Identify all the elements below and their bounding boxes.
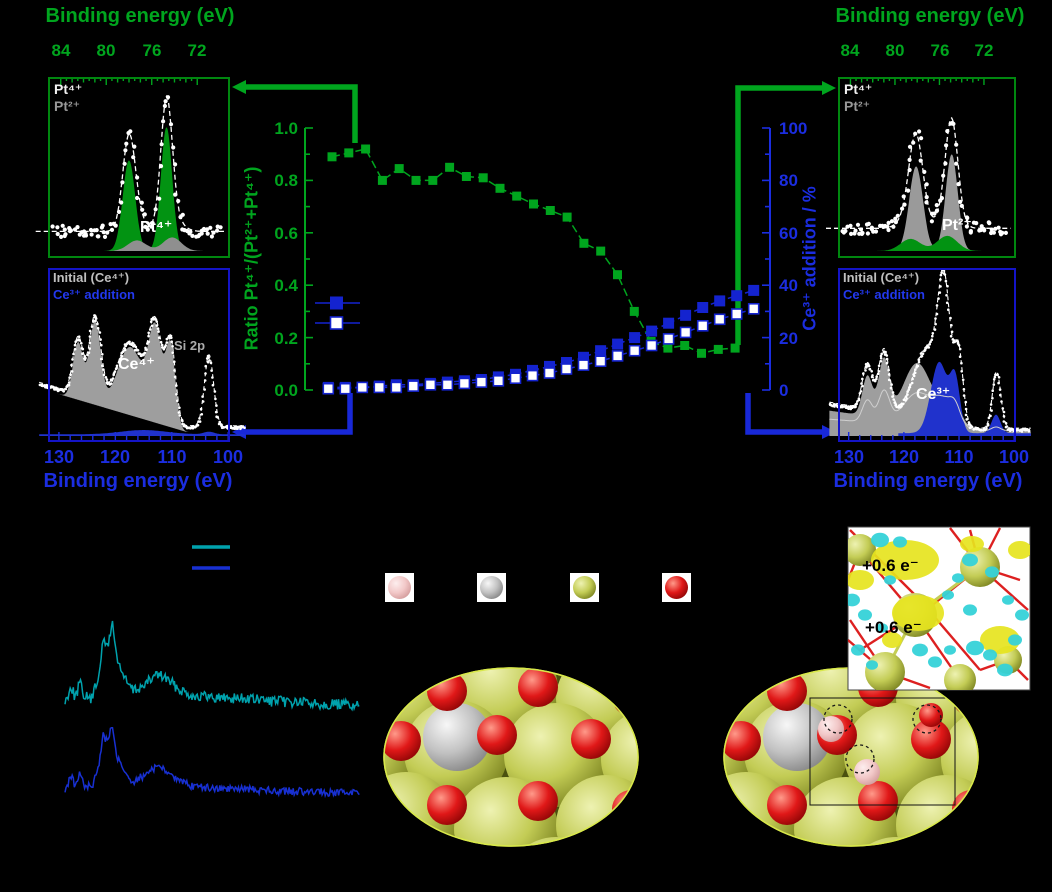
bl-tick-120: 120 [99, 447, 131, 467]
mid-rtick-0: 0 [779, 381, 789, 400]
mid-ltick-0.4: 0.4 [274, 276, 298, 295]
ratio-plot [232, 80, 836, 439]
br-legend-initial: Initial (Ce⁴⁺) [843, 270, 920, 285]
br-tick-130: 130 [833, 447, 865, 467]
ce4d-final-panel [828, 267, 1031, 442]
tl-tick-80: 80 [96, 41, 116, 60]
tr-tick-80: 80 [885, 41, 905, 60]
mid-ltick-0.8: 0.8 [274, 171, 298, 190]
bl-peak-label: Ce⁴⁺ [118, 356, 155, 373]
tr-tick-72: 72 [974, 41, 994, 60]
br-axis-title: Binding energy (eV) [833, 470, 1023, 492]
pt4f-final-panel [826, 77, 1016, 258]
mid-rtick-40: 40 [779, 276, 798, 295]
tl-tick-84: 84 [51, 41, 71, 60]
tr-peak-label: Pt²⁺ [942, 217, 972, 234]
mid-rtick-20: 20 [779, 329, 798, 348]
mid-rtick-80: 80 [779, 171, 798, 190]
ce4d-initial-panel [38, 268, 246, 442]
dft-charge-label-2: +0.6 e⁻ [865, 618, 922, 637]
bl-si2p-label: Si 2p [174, 338, 206, 353]
mid-ltick-1.0: 1.0 [274, 119, 298, 138]
tl-legend-pt2: Pt²⁺ [54, 98, 81, 114]
bl-tick-110: 110 [157, 447, 187, 467]
bl-legend-initial: Initial (Ce⁴⁺) [53, 270, 130, 285]
tr-legend-pt2: Pt²⁺ [844, 98, 871, 114]
bl-tick-130: 130 [43, 447, 75, 467]
mid-right-axis-label: Ce³⁺ addition / % [799, 186, 820, 331]
mid-ltick-0.0: 0.0 [274, 381, 298, 400]
tr-tick-84: 84 [840, 41, 860, 60]
tr-legend-pt4: Pt⁴⁺ [844, 81, 873, 97]
br-tick-120: 120 [888, 447, 920, 467]
mid-rtick-60: 60 [779, 224, 798, 243]
bl-tick-100: 100 [212, 447, 244, 467]
tl-tick-76: 76 [142, 41, 162, 60]
br-legend-ce3: Ce³⁺ addition [843, 287, 925, 302]
mid-left-axis-label: Ratio Pt⁴⁺/(Pt²⁺+Pt⁴⁺) [241, 166, 262, 351]
tr-tick-76: 76 [930, 41, 950, 60]
tl-legend-pt4: Pt⁴⁺ [54, 81, 83, 97]
structure-models [383, 526, 1031, 847]
br-peak-label: Ce³⁺ [916, 386, 951, 403]
mid-ltick-0.6: 0.6 [274, 224, 298, 243]
bl-legend-ce3: Ce³⁺ addition [53, 287, 135, 302]
mid-rtick-100: 100 [779, 119, 808, 138]
dft-charge-label-1: +0.6 e⁻ [862, 556, 919, 575]
mid-ltick-0.2: 0.2 [274, 329, 298, 348]
tl-tick-72: 72 [187, 41, 207, 60]
tl-axis-title: Binding energy (eV) [45, 5, 235, 27]
bl-axis-title: Binding energy (eV) [43, 470, 233, 492]
tl-peak-label: Pt⁴⁺ [140, 219, 173, 236]
bottom-spectra-panel [64, 545, 360, 799]
br-tick-100: 100 [998, 447, 1030, 467]
tr-axis-title: Binding energy (eV) [835, 5, 1025, 27]
br-tick-110: 110 [944, 447, 974, 467]
pt4f-initial-panel [35, 77, 230, 258]
